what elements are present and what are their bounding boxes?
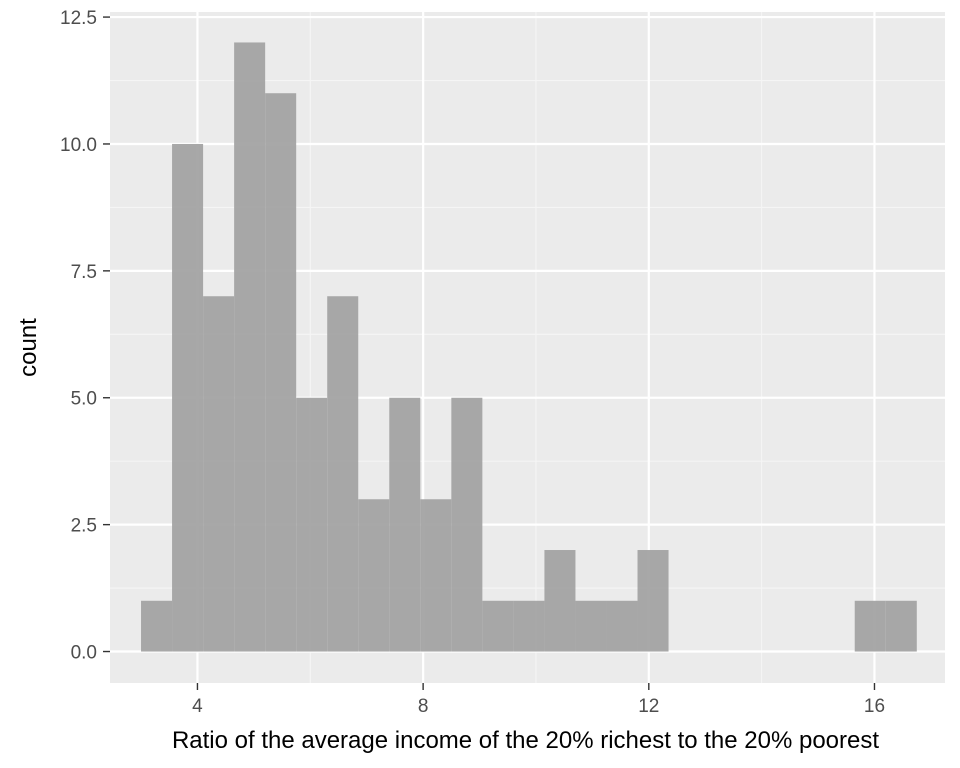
histogram-bar bbox=[265, 93, 297, 652]
histogram-bar bbox=[885, 600, 917, 652]
histogram-bar bbox=[575, 600, 607, 652]
y-tick-label: 7.5 bbox=[71, 262, 97, 283]
histogram-bars bbox=[141, 42, 917, 652]
histogram-bar bbox=[327, 296, 359, 652]
x-axis-ticks: 4 8 12 16 bbox=[192, 683, 885, 717]
histogram-bar bbox=[296, 397, 328, 652]
x-axis-title: Ratio of the average income of the 20% r… bbox=[172, 727, 879, 754]
histogram-bar bbox=[203, 296, 235, 652]
histogram-bar bbox=[513, 600, 545, 652]
y-tick-label: 0.0 bbox=[71, 643, 97, 664]
histogram-bar bbox=[420, 499, 452, 652]
y-tick-label: 2.5 bbox=[71, 516, 97, 537]
histogram-bar bbox=[854, 600, 886, 652]
x-tick-label: 8 bbox=[418, 696, 429, 717]
y-tick-label: 5.0 bbox=[71, 389, 97, 410]
histogram-bar bbox=[637, 550, 669, 652]
histogram-bar bbox=[482, 600, 514, 652]
histogram-bar bbox=[389, 397, 421, 652]
histogram-bar bbox=[234, 42, 266, 652]
histogram-bar bbox=[172, 143, 204, 652]
histogram-bar bbox=[544, 550, 576, 652]
x-tick-label: 4 bbox=[192, 696, 203, 717]
x-tick-label: 12 bbox=[638, 696, 659, 717]
y-axis-title: count bbox=[15, 318, 42, 377]
y-tick-label: 12.5 bbox=[60, 8, 97, 29]
histogram-bar bbox=[606, 600, 638, 652]
histogram-bar bbox=[358, 499, 390, 652]
histogram-bar bbox=[141, 600, 173, 652]
y-tick-label: 10.0 bbox=[60, 135, 97, 156]
histogram-bar bbox=[451, 397, 483, 652]
y-axis-ticks: 0.0 2.5 5.0 7.5 10.0 12.5 bbox=[60, 8, 110, 664]
x-tick-label: 16 bbox=[864, 696, 885, 717]
